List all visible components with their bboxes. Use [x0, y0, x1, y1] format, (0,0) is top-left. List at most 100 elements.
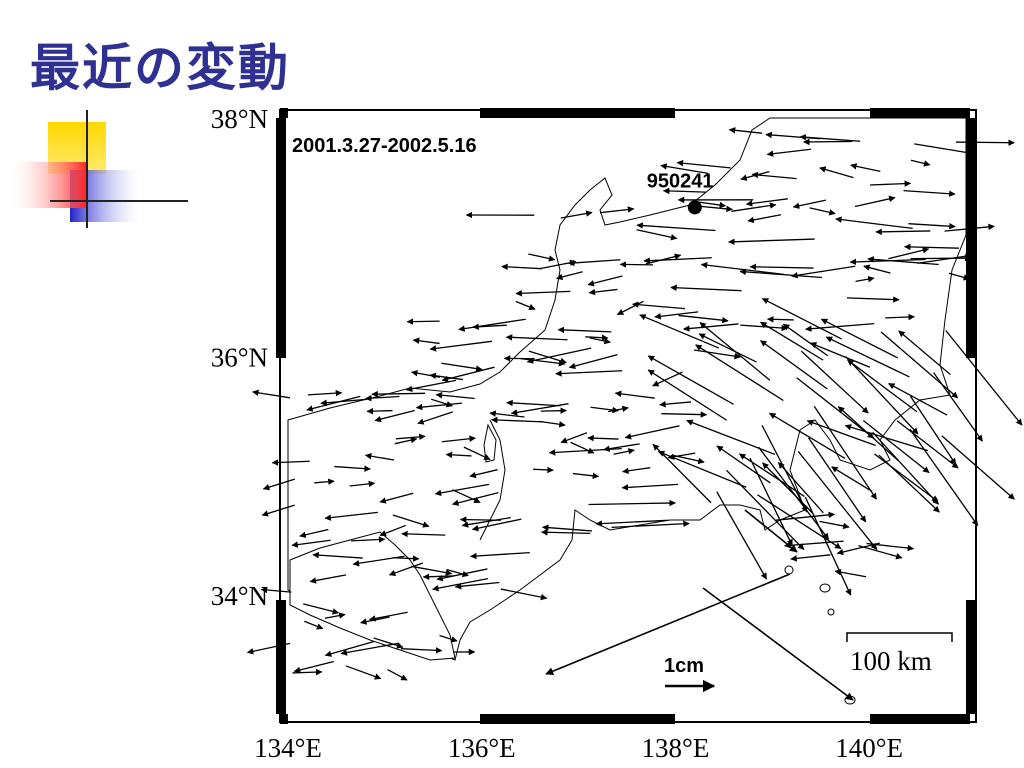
vector-arrow	[845, 356, 919, 435]
lon-label-136: 136°E	[448, 733, 516, 763]
vector-arrow	[260, 586, 292, 594]
vector-arrow	[805, 323, 875, 332]
station-label: 950241	[647, 170, 714, 192]
vector-arrow	[539, 259, 577, 270]
vector-arrow	[862, 420, 930, 474]
decorative-squares-logo	[12, 110, 188, 228]
vector-arrow	[366, 407, 393, 415]
vector-arrow	[731, 202, 777, 212]
vector-arrow	[540, 529, 591, 536]
vector-arrow	[489, 410, 525, 418]
vector-arrow	[394, 436, 418, 445]
vector-arrow	[307, 389, 343, 397]
vector-arrow	[632, 301, 686, 310]
station-marker	[687, 200, 702, 215]
vector-arrow	[349, 480, 376, 488]
vector-arrow	[439, 634, 458, 643]
vector-arrow	[429, 372, 464, 381]
vector-arrow	[454, 581, 500, 590]
vector-arrow	[903, 243, 959, 251]
vector-arrow	[790, 554, 831, 562]
vector-arrow	[647, 369, 728, 421]
vector-arrow	[738, 453, 805, 497]
vector-arrow	[844, 424, 929, 452]
vector-arrow	[825, 336, 910, 378]
vector-arrow	[340, 642, 399, 656]
vector-arrow	[555, 370, 623, 377]
vector-arrow	[461, 516, 511, 528]
biwa-lake	[483, 423, 497, 463]
vector-arrow	[400, 647, 443, 654]
lon-label-134: 134°E	[254, 733, 322, 763]
vector-arrow	[379, 524, 406, 537]
vector-arrow	[262, 478, 296, 491]
vector-arrow	[616, 300, 644, 316]
vector-arrow	[678, 314, 729, 324]
vector-arrow	[528, 253, 556, 262]
vector-arrow	[660, 163, 709, 175]
vector-arrow	[350, 536, 386, 543]
vector-arrow	[766, 148, 812, 157]
vector-arrow	[819, 166, 854, 179]
vector-arrow	[698, 333, 757, 363]
vector-arrow	[846, 296, 900, 303]
izu-islands	[784, 565, 856, 705]
vector-arrow	[797, 450, 878, 550]
vector-arrow	[888, 247, 930, 260]
vector-arrow	[587, 434, 619, 442]
lat-label-36: 36°N	[211, 342, 268, 372]
vector-arrow	[796, 377, 875, 439]
vector-arrow	[622, 467, 651, 475]
vector-arrow	[587, 275, 623, 287]
vector-arrow	[599, 206, 635, 214]
lon-label-140: 140°E	[835, 733, 903, 763]
vector-arrow	[567, 259, 621, 267]
vector-arrow	[747, 214, 782, 224]
vector-arrow	[910, 254, 972, 262]
vector-arrow	[324, 640, 374, 657]
lat-label-34: 34°N	[211, 581, 268, 611]
vector-arrow	[548, 447, 622, 456]
vector-arrow	[676, 159, 731, 169]
vector-arrow	[820, 318, 899, 359]
vector-arrow	[903, 190, 956, 197]
vector-arrow	[726, 469, 805, 551]
vector-arrow	[324, 612, 346, 619]
vector-arrow	[446, 568, 469, 578]
vector-arrow	[441, 362, 483, 372]
vector-arrow	[613, 448, 635, 455]
latitude-labels: 38°N 36°N 34°N	[211, 104, 268, 611]
vector-arrow	[948, 272, 971, 281]
vector-arrow	[652, 443, 712, 504]
vector-arrow	[588, 288, 618, 296]
vector-arrow	[304, 620, 324, 630]
vector-arrow	[373, 637, 404, 649]
vector-arrow	[652, 371, 683, 387]
shikoku-coastline	[289, 531, 456, 661]
vector-arrow	[246, 642, 291, 655]
vector-arrow	[673, 454, 705, 465]
vector-arrow	[831, 466, 873, 493]
vector-arrow	[863, 264, 891, 274]
vector-arrow	[324, 511, 378, 521]
vector-arrow	[716, 491, 768, 580]
vector-arrow	[379, 492, 414, 504]
vector-arrow	[560, 210, 593, 219]
vector-arrow	[441, 435, 476, 443]
vector-arrow	[728, 127, 763, 134]
vector-arrow	[855, 275, 875, 283]
vector-arrow	[751, 171, 797, 180]
vector-arrow	[434, 483, 490, 497]
vector-arrow	[458, 318, 526, 332]
vector-arrow	[417, 411, 454, 425]
vector-arrow	[435, 391, 475, 400]
vector-arrow	[896, 420, 959, 469]
vector-arrow	[463, 446, 491, 461]
vector-arrow	[880, 331, 959, 399]
vector-arrow	[405, 379, 456, 392]
vector-arrow	[875, 228, 931, 236]
vector-arrow	[659, 400, 692, 408]
vector-arrow	[505, 334, 568, 341]
vector-arrow	[429, 340, 493, 352]
vector-arrow	[445, 451, 472, 459]
